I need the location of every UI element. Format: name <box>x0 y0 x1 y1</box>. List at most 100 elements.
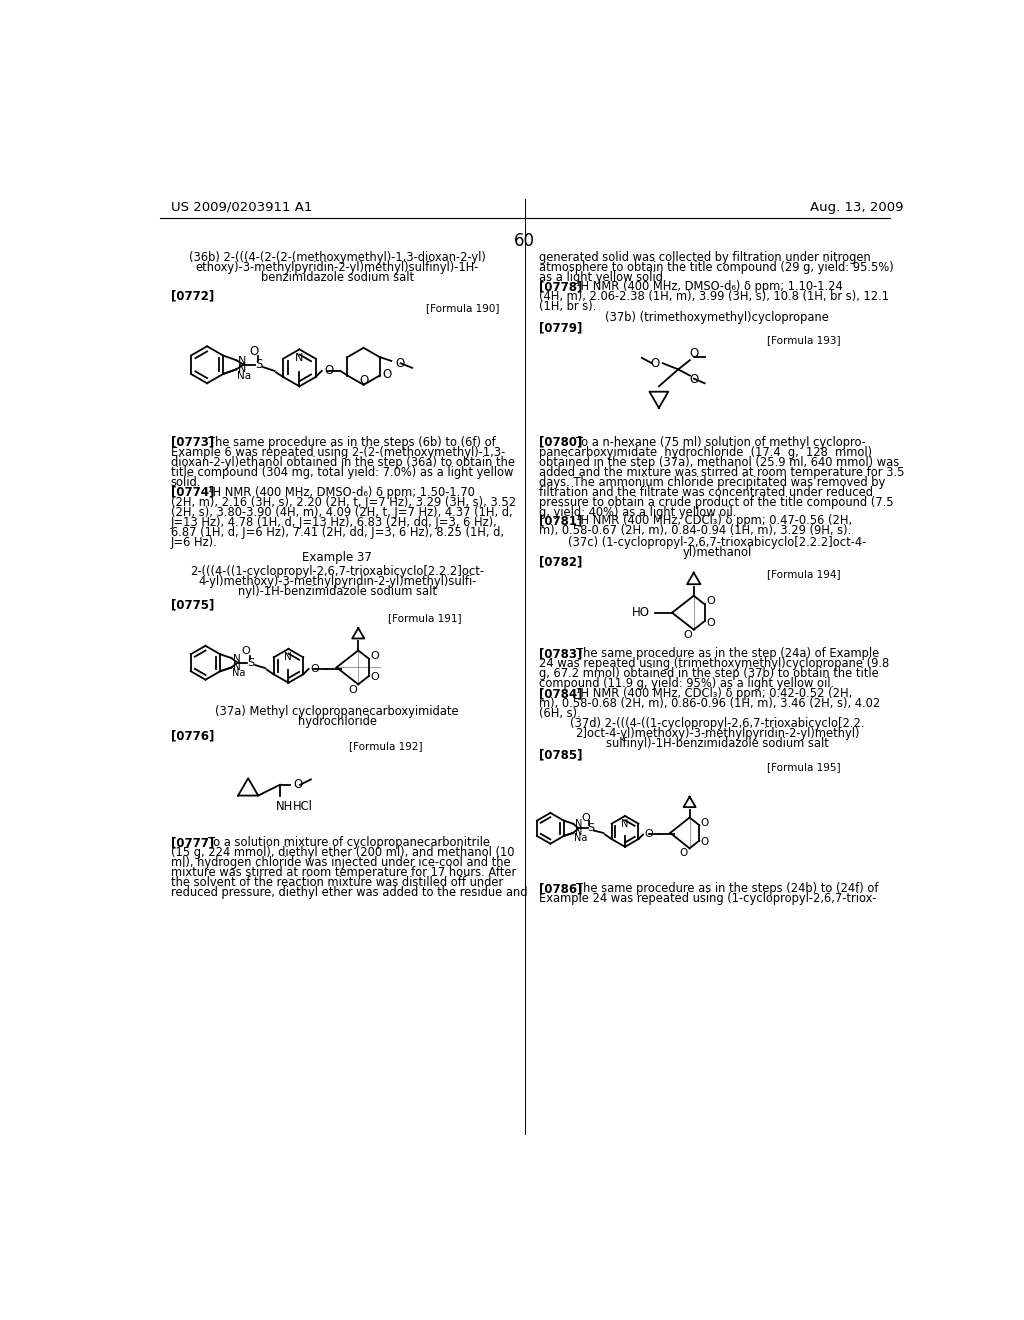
Text: nyl)-1H-benzimidazole sodium salt: nyl)-1H-benzimidazole sodium salt <box>238 585 437 598</box>
Text: S: S <box>255 358 263 371</box>
Text: (1H, br s).: (1H, br s). <box>539 300 596 313</box>
Text: [Formula 192]: [Formula 192] <box>349 742 423 751</box>
Text: O: O <box>371 651 380 661</box>
Text: O: O <box>348 685 356 694</box>
Text: [0776]: [0776] <box>171 730 214 743</box>
Text: (36b) 2-(((4-(2-(2-(methoxymethyl)-1,3-dioxan-2-yl): (36b) 2-(((4-(2-(2-(methoxymethyl)-1,3-d… <box>188 251 485 264</box>
Text: HCl: HCl <box>293 800 313 813</box>
Text: To a n-hexane (75 ml) solution of methyl cyclopro-: To a n-hexane (75 ml) solution of methyl… <box>575 436 866 449</box>
Text: ethoxy)-3-methylpyridin-2-yl)methyl)sulfinyl)-1H-: ethoxy)-3-methylpyridin-2-yl)methyl)sulf… <box>196 261 479 273</box>
Text: (6H, s).: (6H, s). <box>539 708 581 721</box>
Text: J=6 Hz).: J=6 Hz). <box>171 536 217 549</box>
Text: panecarboxyimidate  hydrochloride  (17.4  g,  128  mmol): panecarboxyimidate hydrochloride (17.4 g… <box>539 446 871 458</box>
Text: N: N <box>238 363 246 374</box>
Text: Aug. 13, 2009: Aug. 13, 2009 <box>810 201 903 214</box>
Text: (2H, s), 3.80-3.90 (4H, m), 4.09 (2H, t, J=7 Hz), 4.37 (1H, d,: (2H, s), 3.80-3.90 (4H, m), 4.09 (2H, t,… <box>171 506 512 519</box>
Text: Example 37: Example 37 <box>302 552 372 564</box>
Text: atmosphere to obtain the title compound (29 g, yield: 95.5%): atmosphere to obtain the title compound … <box>539 261 894 273</box>
Text: [0783]: [0783] <box>539 647 582 660</box>
Text: O: O <box>689 347 698 360</box>
Text: O: O <box>294 779 303 791</box>
Text: O: O <box>371 672 380 682</box>
Text: 24 was repeated using (trimethoxymethyl)cyclopropane (9.8: 24 was repeated using (trimethoxymethyl)… <box>539 657 889 671</box>
Text: N: N <box>621 818 628 829</box>
Text: O: O <box>582 813 590 822</box>
Text: yl)methanol: yl)methanol <box>682 545 752 558</box>
Text: [0785]: [0785] <box>539 748 583 762</box>
Text: days. The ammonium chloride precipitated was removed by: days. The ammonium chloride precipitated… <box>539 475 885 488</box>
Text: (37a) Methyl cyclopropanecarboxyimidate: (37a) Methyl cyclopropanecarboxyimidate <box>215 705 459 718</box>
Text: [0773]: [0773] <box>171 436 214 449</box>
Text: (4H, m), 2.06-2.38 (1H, m), 3.99 (3H, s), 10.8 (1H, br s), 12.1: (4H, m), 2.06-2.38 (1H, m), 3.99 (3H, s)… <box>539 290 889 304</box>
Text: g, yield: 40%) as a light yellow oil.: g, yield: 40%) as a light yellow oil. <box>539 506 736 519</box>
Text: m), 0.58-0.67 (2H, m), 0.84-0.94 (1H, m), 3.29 (9H, s).: m), 0.58-0.67 (2H, m), 0.84-0.94 (1H, m)… <box>539 524 851 537</box>
Text: N: N <box>238 356 246 366</box>
Text: J=13 Hz), 4.78 (1H, d, J=13 Hz), 6.83 (2H, dd, J=3, 6 Hz),: J=13 Hz), 4.78 (1H, d, J=13 Hz), 6.83 (2… <box>171 516 498 529</box>
Text: [0774]: [0774] <box>171 486 214 499</box>
Text: solid.: solid. <box>171 475 201 488</box>
Text: m), 0.58-0.68 (2H, m), 0.86-0.96 (1H, m), 3.46 (2H, s), 4.02: m), 0.58-0.68 (2H, m), 0.86-0.96 (1H, m)… <box>539 697 880 710</box>
Text: O: O <box>250 345 259 358</box>
Text: ¹H NMR (400 MHz, CDCl₃) δ ppm; 0.47-0.56 (2H,: ¹H NMR (400 MHz, CDCl₃) δ ppm; 0.47-0.56… <box>575 515 852 527</box>
Text: [0778]: [0778] <box>539 280 582 293</box>
Text: ¹H NMR (400 MHz, DMSO-d₆) δ ppm; 1.50-1.70: ¹H NMR (400 MHz, DMSO-d₆) δ ppm; 1.50-1.… <box>208 486 475 499</box>
Text: (37d) 2-(((4-((1-cyclopropyl-2,6,7-trioxabicyclo[2.2.: (37d) 2-(((4-((1-cyclopropyl-2,6,7-triox… <box>569 718 864 730</box>
Text: O: O <box>395 356 404 370</box>
Text: [0786]: [0786] <box>539 882 583 895</box>
Text: Example 24 was repeated using (1-cyclopropyl-2,6,7-triox-: Example 24 was repeated using (1-cyclopr… <box>539 892 877 906</box>
Text: 2]oct-4-yl)methoxy)-3-methylpyridin-2-yl)methyl): 2]oct-4-yl)methoxy)-3-methylpyridin-2-yl… <box>574 727 859 741</box>
Text: O: O <box>707 597 715 606</box>
Text: ¹H NMR (400 MHz, CDCl₃) δ ppm; 0.42-0.52 (2H,: ¹H NMR (400 MHz, CDCl₃) δ ppm; 0.42-0.52… <box>575 688 852 701</box>
Text: compound (11.9 g, yield: 95%) as a light yellow oil.: compound (11.9 g, yield: 95%) as a light… <box>539 677 834 690</box>
Text: The same procedure as in the steps (24b) to (24f) of: The same procedure as in the steps (24b)… <box>575 882 879 895</box>
Text: N: N <box>574 828 582 837</box>
Text: O: O <box>680 847 688 858</box>
Text: sulfinyl)-1H-benzimidazole sodium salt: sulfinyl)-1H-benzimidazole sodium salt <box>605 738 828 751</box>
Text: O: O <box>707 618 715 628</box>
Text: N: N <box>284 652 292 661</box>
Text: N: N <box>232 661 241 672</box>
Text: Example 6 was repeated using 2-(2-(methoxymethyl)-1,3-: Example 6 was repeated using 2-(2-(metho… <box>171 446 505 458</box>
Text: [0779]: [0779] <box>539 322 582 335</box>
Text: filtration and the filtrate was concentrated under reduced: filtration and the filtrate was concentr… <box>539 486 872 499</box>
Text: [Formula 193]: [Formula 193] <box>767 335 841 346</box>
Text: ¹H NMR (400 MHz, DMSO-d₆) δ ppm; 1.10-1.24: ¹H NMR (400 MHz, DMSO-d₆) δ ppm; 1.10-1.… <box>575 280 843 293</box>
Text: [Formula 195]: [Formula 195] <box>767 762 841 772</box>
Text: O: O <box>683 630 692 640</box>
Text: mixture was stirred at room temperature for 17 hours. After: mixture was stirred at room temperature … <box>171 866 516 879</box>
Text: 6.87 (1H, d, J=6 Hz), 7.41 (2H, dd, J=3, 6 Hz), 8.25 (1H, d,: 6.87 (1H, d, J=6 Hz), 7.41 (2H, dd, J=3,… <box>171 525 504 539</box>
Text: ml), hydrogen chloride was injected under ice-cool and the: ml), hydrogen chloride was injected unde… <box>171 855 510 869</box>
Text: benzimidazole sodium salt: benzimidazole sodium salt <box>261 271 414 284</box>
Text: added and the mixture was stirred at room temperature for 3.5: added and the mixture was stirred at roo… <box>539 466 904 479</box>
Text: g, 67.2 mmol) obtained in the step (37b) to obtain the title: g, 67.2 mmol) obtained in the step (37b)… <box>539 668 879 680</box>
Text: [Formula 194]: [Formula 194] <box>767 570 841 579</box>
Text: [0780]: [0780] <box>539 436 582 449</box>
Text: hydrochloride: hydrochloride <box>298 715 377 729</box>
Text: US 2009/0203911 A1: US 2009/0203911 A1 <box>171 201 312 214</box>
Text: N: N <box>295 354 303 363</box>
Text: Na: Na <box>232 668 246 678</box>
Text: S: S <box>248 657 255 668</box>
Text: pressure to obtain a crude product of the title compound (7.5: pressure to obtain a crude product of th… <box>539 496 893 508</box>
Text: O: O <box>689 372 698 385</box>
Text: (15 g, 224 mmol), diethyl ether (200 ml), and methanol (10: (15 g, 224 mmol), diethyl ether (200 ml)… <box>171 846 514 859</box>
Text: (2H, m), 2.16 (3H, s), 2.20 (2H, t, J=7 Hz), 3.29 (3H, s), 3.52: (2H, m), 2.16 (3H, s), 2.20 (2H, t, J=7 … <box>171 496 516 508</box>
Text: O: O <box>242 647 250 656</box>
Text: [0782]: [0782] <box>539 556 582 569</box>
Text: [0781]: [0781] <box>539 515 582 527</box>
Text: (37c) (1-cyclopropyl-2,6,7-trioxabicyclo[2.2.2]oct-4-: (37c) (1-cyclopropyl-2,6,7-trioxabicyclo… <box>568 536 866 549</box>
Text: [0772]: [0772] <box>171 289 214 302</box>
Text: 60: 60 <box>514 231 536 249</box>
Text: O: O <box>645 829 653 840</box>
Text: [0784]: [0784] <box>539 688 583 701</box>
Text: O: O <box>359 374 369 387</box>
Text: Na: Na <box>237 371 251 381</box>
Text: as a light yellow solid.: as a light yellow solid. <box>539 271 667 284</box>
Text: O: O <box>700 818 709 828</box>
Text: S: S <box>588 824 595 833</box>
Text: 2-(((4-((1-cyclopropyl-2,6,7-trioxabicyclo[2.2.2]oct-: 2-(((4-((1-cyclopropyl-2,6,7-trioxabicyc… <box>190 565 484 578</box>
Text: Na: Na <box>573 833 587 843</box>
Text: O: O <box>324 364 333 378</box>
Text: The same procedure as in the steps (6b) to (6f) of: The same procedure as in the steps (6b) … <box>208 436 496 449</box>
Text: generated solid was collected by filtration under nitrogen: generated solid was collected by filtrat… <box>539 251 870 264</box>
